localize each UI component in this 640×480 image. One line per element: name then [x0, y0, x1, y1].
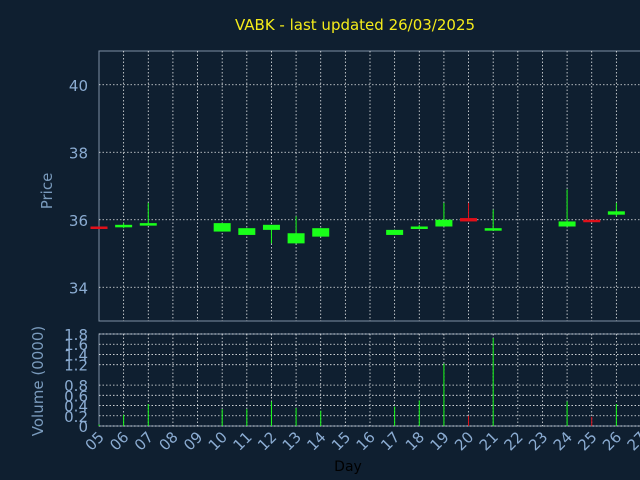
price-y-ticks: 34 36 38 40: [69, 77, 88, 298]
price-tick-label: 36: [69, 212, 88, 230]
candle-body: [287, 233, 305, 244]
volume-tick-label: 1.4: [64, 346, 88, 364]
candle-body: [435, 219, 453, 227]
volume-tick-label: 1.8: [64, 326, 88, 344]
price-panel: 34 36 38 40 Price: [38, 50, 640, 322]
candle-body: [410, 226, 428, 229]
volume-axis-label: Volume (0000): [29, 326, 47, 436]
x-tick-label: 06: [106, 428, 132, 454]
volume-grid: [99, 333, 640, 427]
x-tick-label: 15: [328, 428, 354, 454]
x-tick-label: 22: [500, 428, 526, 454]
x-tick-label: 10: [205, 428, 231, 454]
candle-body: [558, 221, 576, 227]
x-axis-ticks: 0506070809101112131415161718192021222324…: [82, 428, 640, 454]
x-tick-label: 25: [574, 428, 600, 454]
chart-title: VABK - last updated 26/03/2025: [235, 16, 475, 34]
x-tick-label: 09: [180, 428, 206, 454]
candles: [90, 189, 625, 244]
x-tick-label: 27: [624, 428, 640, 454]
x-tick-label: 11: [229, 428, 255, 454]
price-grid: [99, 51, 640, 321]
candle-body: [213, 223, 231, 232]
volume-plot-frame: [98, 333, 640, 427]
price-tick-label: 38: [69, 144, 88, 162]
candle-body: [484, 228, 502, 231]
x-tick-label: 17: [377, 428, 403, 454]
volume-tick-label: 0: [78, 418, 88, 436]
candle-body: [139, 223, 157, 226]
x-tick-label: 26: [599, 428, 625, 454]
x-tick-label: 20: [451, 428, 477, 454]
volume-panel: 00.20.40.60.8 1.21.41.61.8 Volume (0000): [29, 326, 640, 436]
candle-body: [386, 229, 404, 235]
volume-bars: [98, 338, 617, 426]
candle-body: [115, 224, 133, 228]
volume-tick-label: 0.8: [64, 377, 88, 395]
candle-body: [312, 228, 330, 237]
volume-tick-label: 0.6: [64, 387, 88, 405]
x-tick-label: 12: [254, 428, 280, 454]
candle-body: [460, 218, 478, 222]
x-tick-label: 21: [476, 428, 502, 454]
x-tick-label: 19: [427, 428, 453, 454]
volume-tick-label: 1.6: [64, 336, 88, 354]
x-tick-label: 18: [402, 428, 428, 454]
price-tick-label: 40: [69, 77, 88, 95]
x-tick-label: 08: [156, 428, 182, 454]
candle-body: [583, 219, 601, 223]
candle-body: [262, 224, 280, 230]
x-axis-label: Day: [334, 459, 362, 475]
volume-tick-label: 0.4: [64, 398, 88, 416]
price-plot-frame: [98, 50, 640, 322]
price-tick-label: 34: [69, 279, 88, 297]
x-tick-label: 16: [353, 428, 379, 454]
price-axis-label: Price: [38, 173, 56, 210]
candle-body: [90, 226, 108, 229]
x-tick-label: 24: [550, 428, 576, 454]
x-tick-label: 07: [131, 428, 157, 454]
volume-y-ticks: 00.20.40.60.8 1.21.41.61.8: [64, 326, 88, 436]
x-tick-label: 23: [525, 428, 551, 454]
candle-body: [238, 228, 256, 235]
candle-body: [607, 211, 625, 215]
volume-tick-label: 0.2: [64, 408, 88, 426]
volume-tick-label: 1.2: [64, 357, 88, 375]
x-tick-label: 14: [303, 428, 329, 454]
x-tick-label: 13: [279, 428, 305, 454]
